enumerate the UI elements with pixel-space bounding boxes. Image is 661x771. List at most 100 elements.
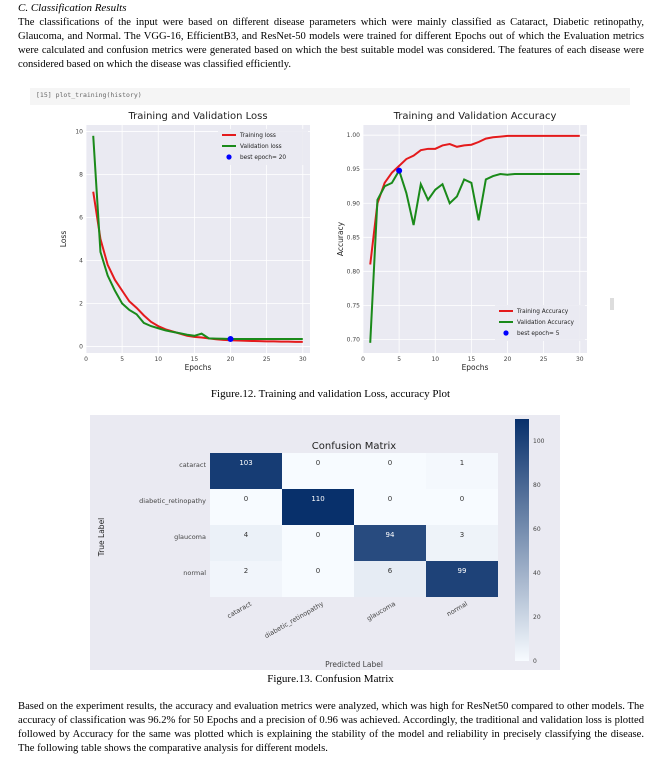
x-axis-label: Epochs — [462, 363, 489, 372]
x-axis-label: Predicted Label — [325, 660, 383, 669]
heatmap-cell-value: 103 — [239, 459, 252, 467]
heatmap-cell-value: 0 — [316, 531, 320, 539]
x-tick-label: 15 — [191, 356, 199, 363]
x-tick-label: 5 — [397, 356, 401, 363]
y-tick-label: 4 — [79, 258, 83, 265]
chart-title: Training and Validation Loss — [127, 111, 267, 122]
paragraph-intro: The classifications of the input were ba… — [18, 17, 644, 70]
row-label: diabetic_retinopathy — [139, 497, 206, 505]
heatmap-cell — [282, 489, 354, 525]
colorbar-tick-label: 0 — [533, 658, 537, 665]
legend-validation-label: Validation loss — [240, 144, 282, 150]
validation-series-line — [369, 168, 580, 343]
heatmap-cell-value: 1 — [460, 459, 464, 467]
figure-12-caption: Figure.12. Training and validation Loss,… — [210, 388, 451, 400]
x-tick-label: 25 — [540, 356, 548, 363]
x-tick-label: 25 — [263, 356, 271, 363]
heatmap-cell — [282, 561, 354, 597]
heatmap-cell-value: 4 — [244, 531, 249, 539]
chart-title: Training and Validation Accuracy — [393, 111, 557, 122]
heatmap-cell — [426, 489, 498, 525]
training-series-line — [92, 191, 303, 343]
colorbar — [515, 419, 529, 661]
colorbar-tick-label: 60 — [533, 526, 541, 533]
x-tick-label: 5 — [120, 356, 124, 363]
legend-training-label: Training loss — [239, 133, 276, 139]
heatmap-cell-value: 0 — [244, 495, 248, 503]
x-tick-label: 10 — [431, 356, 439, 363]
heatmap-cell-value: 0 — [388, 459, 392, 467]
heatmap-cell-value: 0 — [316, 459, 320, 467]
y-tick-label: 0.80 — [347, 268, 361, 275]
x-tick-label: 0 — [361, 356, 365, 363]
y-tick-label: 0.75 — [347, 302, 361, 309]
heatmap-cell — [426, 525, 498, 561]
legend-best-label: best epoch= 20 — [240, 155, 286, 161]
y-axis-label: Loss — [59, 231, 68, 248]
heatmap-cell — [426, 561, 498, 597]
heatmap-cell-value: 3 — [460, 531, 464, 539]
y-tick-label: 0.90 — [347, 200, 361, 207]
heatmap-cell-value: 99 — [458, 567, 467, 575]
legend-best-swatch — [226, 154, 232, 160]
heatmap-cell — [354, 453, 426, 489]
y-tick-label: 0.85 — [347, 234, 361, 241]
x-tick-label: 10 — [154, 356, 162, 363]
notebook-code: [15] plot_training(history) — [36, 91, 142, 99]
heatmap-cell — [354, 489, 426, 525]
y-axis-label: Accuracy — [336, 221, 345, 256]
y-tick-label: 0 — [79, 344, 83, 351]
heatmap-cell-value: 2 — [244, 567, 248, 575]
heatmap-cell-value: 110 — [311, 495, 324, 503]
x-tick-label: 15 — [468, 356, 476, 363]
heatmap-cell — [354, 525, 426, 561]
heatmap-cell — [210, 489, 282, 525]
colorbar-tick-label: 100 — [533, 438, 545, 445]
heatmap-cell-value: 0 — [316, 567, 320, 575]
heatmap-cell-value: 0 — [460, 495, 464, 503]
y-tick-label: 6 — [79, 214, 83, 221]
row-label: glaucoma — [174, 533, 206, 541]
legend-best-label: best epoch= 5 — [517, 331, 560, 337]
y-tick-label: 1.00 — [347, 132, 361, 139]
scrollbar-thumb[interactable] — [610, 298, 614, 310]
x-tick-label: 0 — [84, 356, 88, 363]
heatmap-cell-value: 0 — [388, 495, 392, 503]
validation-series-line — [92, 135, 303, 341]
y-axis-label: True Label — [97, 518, 106, 558]
x-tick-label: 30 — [299, 356, 307, 363]
section-heading: C. Classification Results — [18, 2, 127, 14]
y-tick-label: 2 — [79, 301, 83, 308]
colorbar-tick-label: 20 — [533, 614, 541, 621]
training-series-line — [369, 134, 580, 265]
heatmap-cell — [282, 525, 354, 561]
legend-validation-label: Validation Accuracy — [517, 320, 575, 326]
x-tick-label: 20 — [504, 356, 512, 363]
y-tick-label: 0.70 — [347, 336, 361, 343]
x-tick-label: 20 — [227, 356, 235, 363]
best-epoch-marker — [396, 167, 403, 174]
heatmap-cell — [354, 561, 426, 597]
heatmap-cell-value: 6 — [388, 567, 393, 575]
heatmap-cell — [426, 453, 498, 489]
figure-13-caption: Figure.13. Confusion Matrix — [267, 673, 394, 685]
legend-best-swatch — [503, 330, 509, 336]
legend-training-label: Training Accuracy — [516, 309, 569, 315]
y-tick-label: 10 — [75, 128, 83, 135]
y-tick-label: 0.95 — [347, 166, 361, 173]
x-tick-label: 30 — [576, 356, 584, 363]
x-axis-label: Epochs — [185, 363, 212, 372]
row-label: normal — [183, 569, 206, 577]
colorbar-tick-label: 80 — [533, 482, 541, 489]
heatmap-title: Confusion Matrix — [312, 441, 396, 452]
heatmap-cell — [210, 453, 282, 489]
best-epoch-marker — [227, 336, 234, 343]
heatmap-cell — [210, 525, 282, 561]
confusion-matrix-chart: Confusion Matrix 103 0 0 1 cataract 0 110 0 0 diab… — [90, 415, 560, 670]
row-label: cataract — [179, 461, 206, 469]
heatmap-cell-value: 94 — [386, 531, 395, 539]
heatmap-cell — [210, 561, 282, 597]
paragraph-results: Based on the experiment results, the acc… — [18, 701, 644, 754]
